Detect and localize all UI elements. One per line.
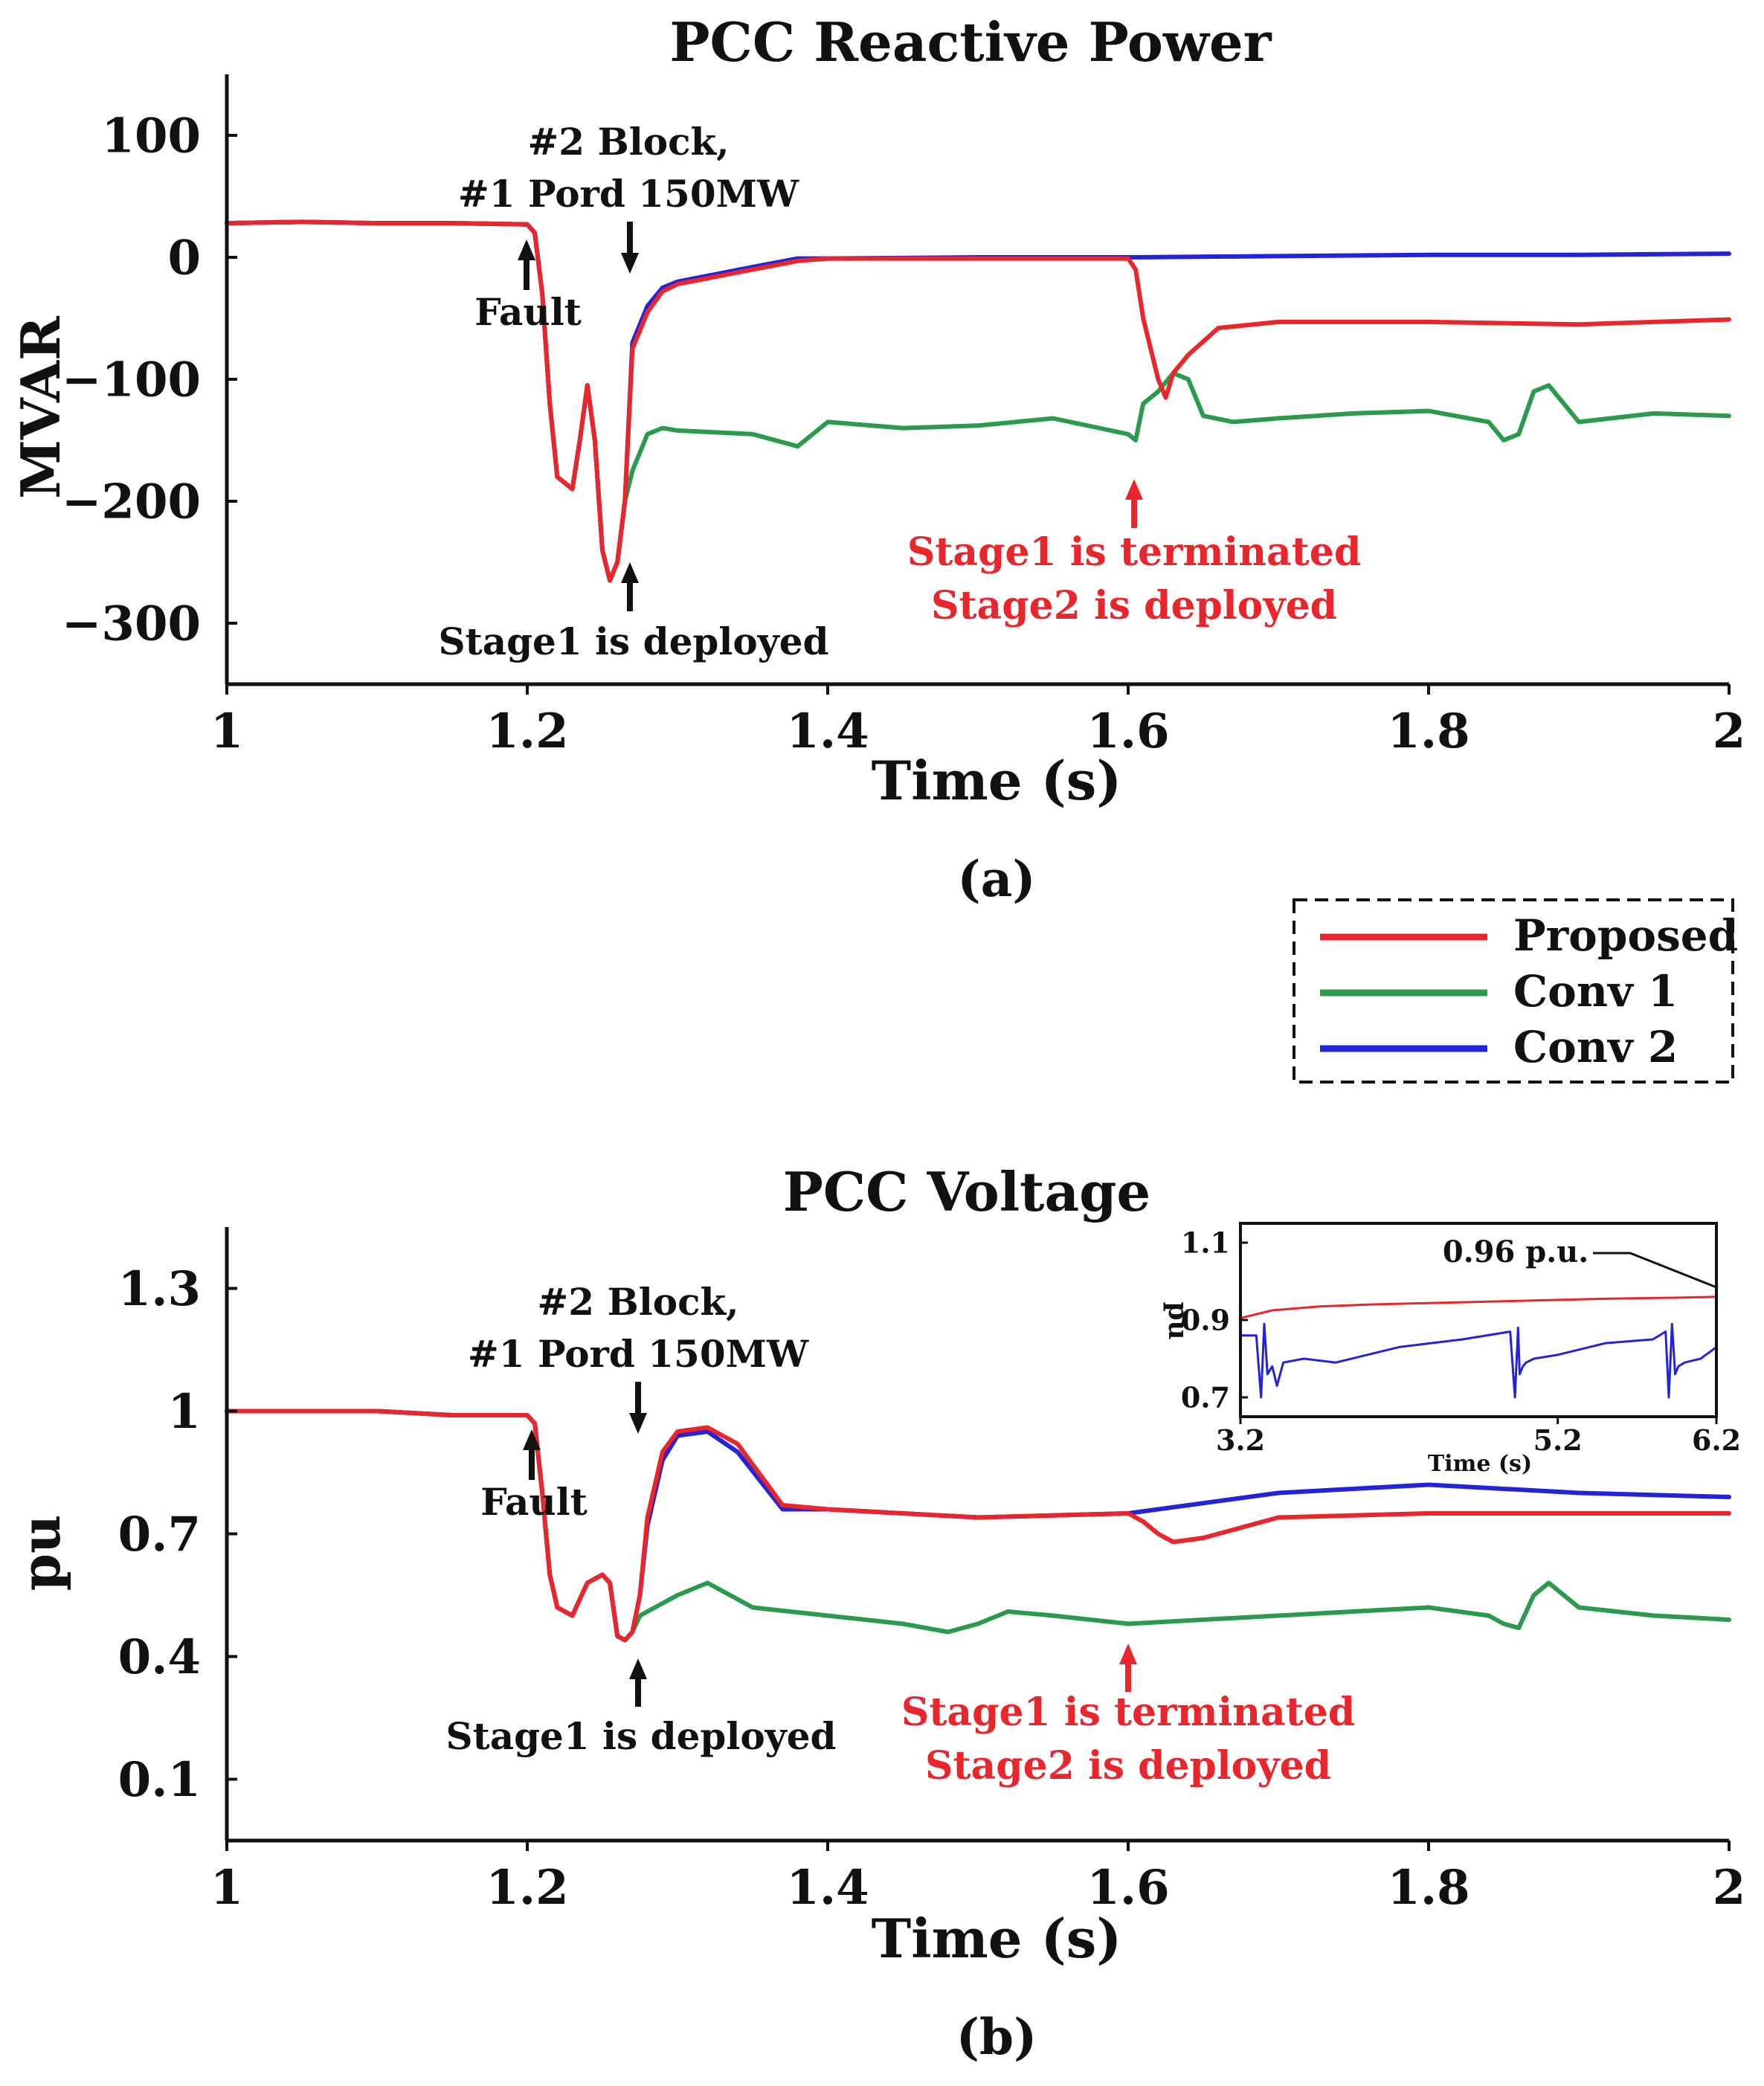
inset-annotation: 0.96 p.u. [1443, 1234, 1588, 1269]
panel-a-x-tick-label: 1.2 [486, 704, 568, 759]
panel-a-y-tick-label: 100 [101, 108, 201, 164]
inset-x-tick-label: 5.2 [1533, 1423, 1583, 1457]
panel-a-annotation-block-line2: #1 Pord 150MW [458, 172, 799, 216]
inset-x-label: Time (s) [1428, 1451, 1532, 1477]
panel-a-series-group [225, 219, 1731, 583]
inset-y-tick-label: 0.9 [1181, 1303, 1230, 1336]
inset-x-tick-label: 3.2 [1216, 1423, 1265, 1457]
panel-b-x-tick-label: 1.8 [1387, 1860, 1470, 1916]
panel-a-title: PCC Reactive Power [669, 10, 1272, 74]
panel-b-annotation-stage1: Stage1 is deployed [445, 1714, 836, 1758]
panel-a-ticks: 1 1.2 1.4 1.6 1.8 2 100 0 −100 −200 −300 [62, 108, 1745, 759]
panel-b-series-group [225, 1409, 1731, 1643]
inset-y-tick-label: 1.1 [1181, 1226, 1230, 1259]
inset-y-tick-label: 0.7 [1181, 1380, 1230, 1414]
panel-a-fault-arrow [518, 239, 535, 290]
panel-b-block-arrow [629, 1382, 647, 1434]
panel-b-annotation-stage2-line1: Stage1 is terminated [901, 1690, 1355, 1735]
panel-a-y-tick-label: −200 [62, 474, 201, 529]
panel-a-x-tick-label: 1 [210, 704, 244, 759]
legend-label-proposed: Proposed [1513, 910, 1738, 961]
panel-a-y-label: MVAR [9, 315, 72, 499]
panel-a-annotation-block-line1: #2 Block, [527, 120, 729, 164]
panel-b-annotation-block-line1: #2 Block, [537, 1280, 738, 1324]
panel-b-title: PCC Voltage [783, 1160, 1151, 1223]
panel-b-x-tick-label: 1.6 [1087, 1860, 1169, 1916]
inset-series-group [1239, 1295, 1718, 1399]
panel-a-annotation-fault: Fault [474, 290, 582, 334]
panel-b-y-tick-label: 1 [167, 1384, 201, 1440]
panel-b-y-tick-label: 0.1 [118, 1752, 201, 1808]
panel-a-stage2-arrow [1125, 479, 1143, 528]
panel-b-y-tick-label: 1.3 [118, 1261, 201, 1317]
panel-a-x-tick-label: 1.8 [1387, 704, 1470, 759]
panel-a-series-conv-2 [225, 219, 1731, 583]
panel-b-y-label: pu [9, 1515, 72, 1591]
panel-a-y-tick-label: −100 [62, 352, 201, 408]
panel-a: PCC Reactive Power 1 1.2 1.4 1.6 1.8 2 100 0 −10… [9, 10, 1745, 908]
panel-a-x-tick-label: 1.6 [1087, 704, 1169, 759]
inset-chart: 3.2 5.2 6.2 1.1 0.9 0.7 pu Time (s) 0.96 p.u. [1162, 1222, 1741, 1477]
inset-y-label: pu [1162, 1301, 1194, 1339]
panel-a-x-tick-label: 2 [1713, 704, 1746, 759]
panel-b-y-tick-label: 0.4 [118, 1629, 201, 1685]
panel-b-series-conv-1 [225, 1409, 1731, 1643]
inset-series-proposed [1239, 1295, 1718, 1319]
panel-a-stage1-arrow [621, 562, 639, 611]
panel-b-stage2-arrow [1119, 1644, 1137, 1692]
inset-annotation-leader [1593, 1252, 1717, 1289]
panel-b-caption: (b) [956, 2008, 1037, 2066]
panel-b-x-tick-label: 1.2 [486, 1860, 568, 1916]
panel-a-y-tick-label: −300 [62, 596, 201, 651]
panel-b-x-tick-label: 1.4 [786, 1860, 869, 1916]
panel-b-annotation-block-line2: #1 Pord 150MW [468, 1332, 809, 1376]
panel-a-series-proposed [225, 219, 1731, 583]
panel-a-annotation-stage2-line2: Stage2 is deployed [931, 583, 1337, 628]
inset-series-conv-2 [1239, 1322, 1718, 1399]
panel-a-x-label: Time (s) [872, 749, 1122, 812]
panel-a-annotation-stage1: Stage1 is deployed [438, 619, 828, 663]
legend-frame [1293, 898, 1734, 1084]
panel-b-fault-arrow [523, 1429, 541, 1480]
panel-a-annotation-stage2-line1: Stage1 is terminated [907, 529, 1361, 575]
legend: Proposed Conv 1 Conv 2 [1293, 898, 1738, 1084]
panel-b-x-label: Time (s) [872, 1907, 1122, 1970]
panel-b-annotation-fault: Fault [480, 1480, 588, 1524]
inset-x-tick-label: 6.2 [1692, 1423, 1741, 1457]
panel-a-x-tick-label: 1.4 [786, 704, 869, 759]
panel-b-y-tick-label: 0.7 [118, 1507, 201, 1562]
panel-b: PCC Voltage 1 1.2 1.4 1.6 1.8 21.310.70.40.1 … [9, 1160, 1745, 2066]
panel-a-caption: (a) [957, 850, 1035, 908]
legend-label-conv1: Conv 1 [1513, 966, 1678, 1017]
panel-b-ticks: 1 1.2 1.4 1.6 1.8 2 1.3 1 0.7 0.4 0.1 [118, 1261, 1746, 1916]
panel-b-series-proposed [225, 1409, 1731, 1643]
panel-b-series-conv-2 [225, 1409, 1731, 1643]
panel-b-annotation-stage2-line2: Stage2 is deployed [925, 1743, 1331, 1789]
legend-label-conv2: Conv 2 [1513, 1022, 1678, 1072]
panel-b-stage1-arrow [629, 1658, 647, 1707]
inset-ticks: 3.2 5.2 6.2 1.1 0.9 0.7 [1181, 1226, 1741, 1457]
panel-b-x-tick-label: 2 [1713, 1860, 1746, 1916]
panel-a-y-tick-label: 0 [167, 230, 201, 286]
panel-a-block-arrow [621, 222, 639, 274]
panel-a-series-conv-1 [225, 219, 1731, 583]
panel-b-x-tick-label: 1 [210, 1860, 244, 1916]
